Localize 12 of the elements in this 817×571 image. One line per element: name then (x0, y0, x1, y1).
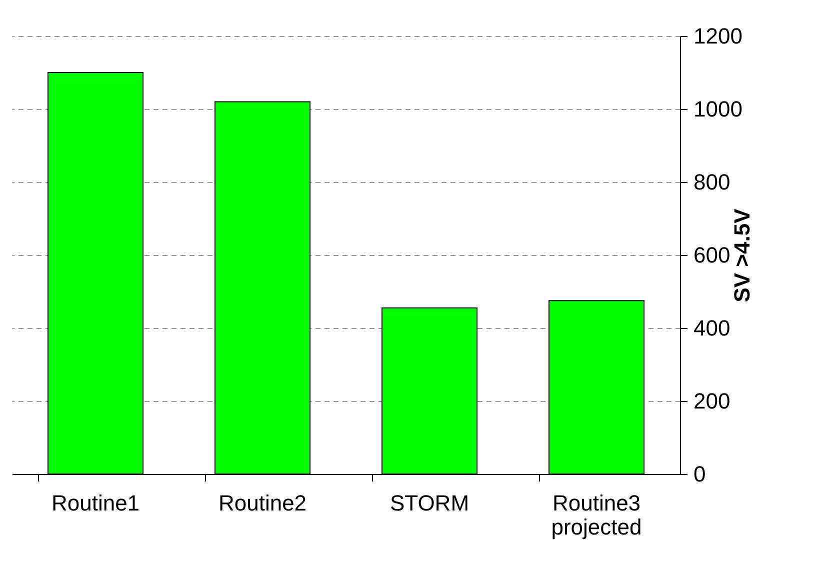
x-tick-label: Routine3 projected (551, 490, 642, 540)
y-tick-label: 1000 (694, 96, 742, 122)
y-tick-label: 0 (694, 462, 706, 486)
y-axis-title: SV >4.5V (729, 208, 754, 302)
y-tick-label: 800 (694, 170, 730, 194)
x-tick-label: STORM (390, 490, 470, 516)
x-tick-label: Routine1 (51, 490, 140, 516)
y-tick-label: 600 (694, 242, 730, 268)
y-tick-label: 200 (694, 388, 730, 414)
x-tick-label: Routine2 (218, 490, 307, 516)
y-tick-label: 1200 (694, 24, 742, 48)
y-tick-label: 400 (694, 316, 730, 340)
